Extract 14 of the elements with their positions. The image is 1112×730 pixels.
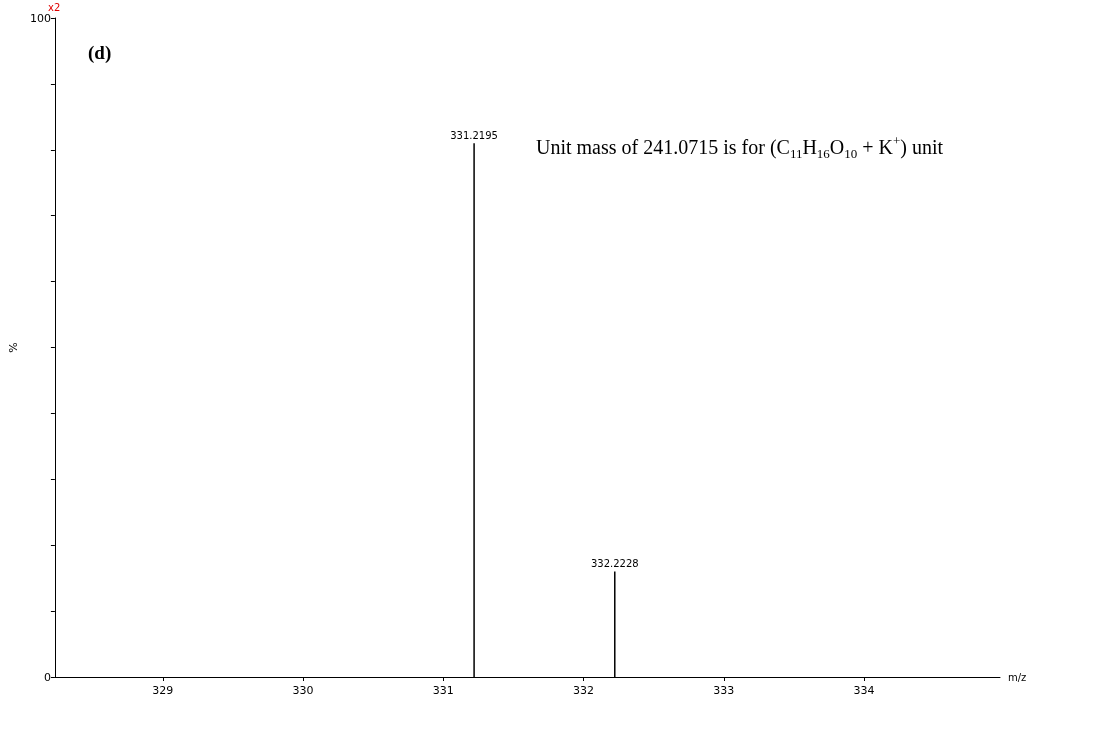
annotation: (d) [88, 41, 112, 64]
x-tick-label: 330 [292, 684, 314, 697]
x-tick-label: 333 [713, 684, 735, 697]
text: x2 [48, 2, 61, 13]
y-axis-title: % [7, 342, 20, 353]
x-tick-label: 332 [573, 684, 595, 697]
x-tick-label: 329 [152, 684, 174, 697]
y-tick-label: 100 [29, 11, 51, 25]
y-tick-label: 0 [43, 670, 51, 684]
x-tick-label: 331 [432, 684, 454, 697]
x-axis-title: m/z [1008, 671, 1027, 683]
annotation: 332.2228 [590, 558, 639, 570]
annotation: 331.2195 [450, 129, 498, 141]
x-tick-label: 334 [853, 684, 875, 697]
